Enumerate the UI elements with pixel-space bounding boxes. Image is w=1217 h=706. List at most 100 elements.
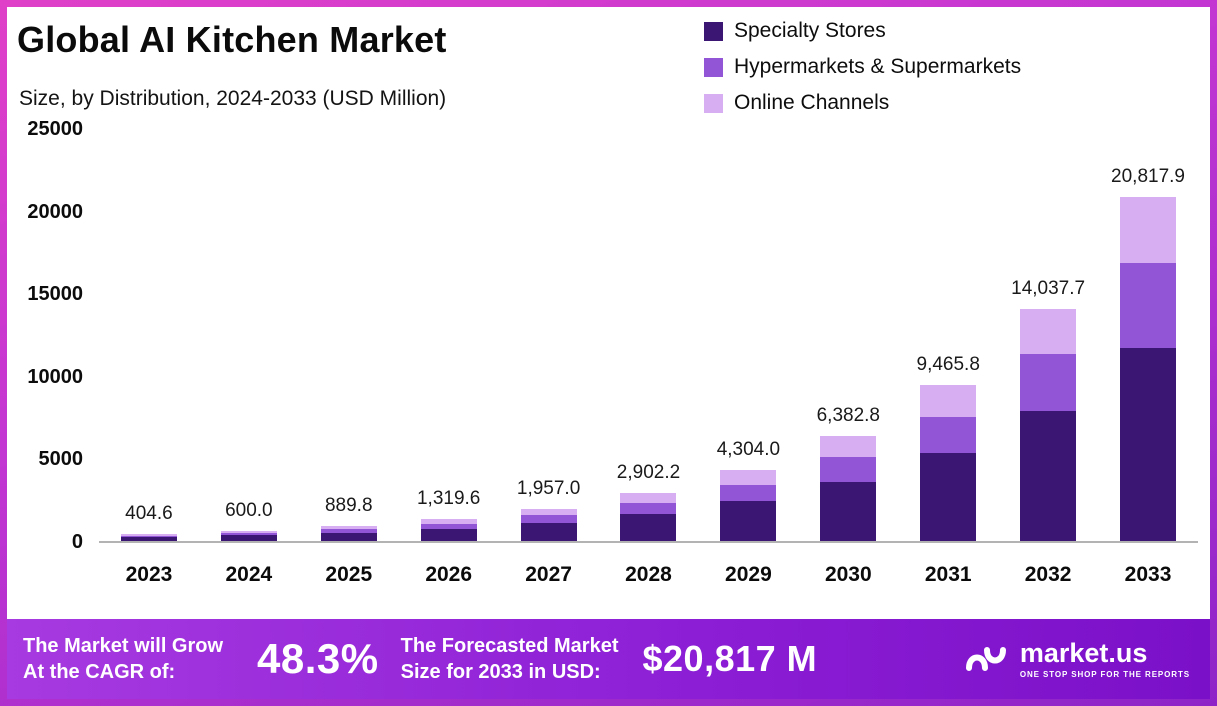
marketus-logo: market.us ONE STOP SHOP FOR THE REPORTS [964, 637, 1196, 679]
bar-total-label: 600.0 [225, 500, 273, 522]
bottom-banner: The Market will Grow At the CAGR of: 48.… [7, 619, 1210, 699]
y-axis-tick-label: 10000 [27, 365, 83, 388]
legend-item-hypermarkets-supermarkets: Hypermarkets & Supermarkets [704, 55, 1021, 79]
bar-segment-specialty-stores [1120, 347, 1177, 541]
x-axis-label: 2027 [525, 563, 572, 586]
bar-total-label: 1,957.0 [516, 477, 581, 499]
x-axis: 2023 2024 2025 2026 2027 2028 2029 2030 2031 2032… [99, 563, 1198, 587]
bar-segment-specialty-stores [320, 532, 377, 541]
bar-segment-online-channels [220, 531, 277, 534]
bar-segment-hypermarkets-supermarkets [420, 523, 477, 529]
bar-segment-specialty-stores [420, 528, 477, 541]
x-axis-label: 2030 [824, 563, 872, 586]
bar-segment-hypermarkets-supermarkets [320, 529, 377, 533]
y-axis: 0 5000 10000 15000 20000 25000 [11, 118, 84, 553]
bar-segment-online-channels [1020, 309, 1077, 355]
bar-segment-specialty-stores [620, 514, 677, 541]
bar-total-label: 4,304.0 [716, 438, 781, 460]
x-axis-label: 2033 [1124, 563, 1172, 586]
bar-group: 889.8 [299, 130, 399, 541]
bar-total-label: 9,465.8 [916, 353, 980, 375]
chart-canvas: Global AI Kitchen Market Size, by Distri… [7, 7, 1210, 699]
legend-label: Hypermarkets & Supermarkets [734, 55, 1022, 78]
page-subtitle: Size, by Distribution, 2024-2033 (USD Mi… [19, 87, 447, 110]
bar-group: 6,382.8 [798, 130, 898, 541]
bar-segment-online-channels [1120, 197, 1177, 264]
bar-total-label: 2,902.2 [616, 462, 681, 484]
forecast-label-line2: Size for 2033 in USD: [400, 661, 601, 683]
legend-item-specialty-stores: Specialty Stores [704, 19, 1021, 43]
bar-segment-hypermarkets-supermarkets [620, 503, 677, 514]
y-axis-tick-label: 0 [71, 531, 83, 553]
x-axis-label: 2024 [225, 563, 273, 586]
bar-segment-hypermarkets-supermarkets [520, 515, 577, 523]
legend: Specialty Stores Hypermarkets & Supermar… [704, 19, 1021, 115]
cagr-label-line1: The Market will Grow [23, 635, 224, 657]
bar-group: 20,817.9 [1098, 130, 1198, 541]
bar-segment-online-channels [320, 526, 377, 530]
y-axis-tick-label: 25000 [27, 118, 83, 140]
forecast-label-line1: The Forecasted Market [400, 635, 619, 657]
bar-total-label: 404.6 [125, 503, 173, 525]
x-axis-label: 2023 [125, 563, 173, 586]
cagr-value: 48.3% [257, 635, 379, 682]
legend-item-online-channels: Online Channels [704, 91, 1021, 115]
bar-total-label: 1,319.6 [416, 488, 481, 510]
bar-segment-hypermarkets-supermarkets [120, 535, 177, 538]
forecast-value: $20,817 M [642, 638, 818, 679]
bar-group: 1,319.6 [399, 130, 499, 541]
bar-segment-hypermarkets-supermarkets [820, 457, 877, 482]
bar-group: 404.6 [99, 130, 199, 541]
bar-segment-specialty-stores [1020, 410, 1077, 541]
bar-group: 1,957.0 [499, 130, 599, 541]
bar-total-label: 889.8 [324, 495, 373, 517]
bar-group: 600.0 [199, 130, 299, 541]
brand-tagline: ONE STOP SHOP FOR THE REPORTS [1019, 669, 1190, 679]
bar-total-label: 6,382.8 [816, 404, 880, 426]
bar-segment-online-channels [620, 493, 677, 504]
bar-segment-online-channels [820, 435, 877, 458]
bar-total-label: 14,037.7 [1011, 278, 1086, 300]
x-axis-label: 2029 [725, 563, 772, 586]
legend-swatch-online-channels-icon [704, 93, 723, 113]
marketus-logo-icon [965, 647, 1006, 671]
legend-swatch-specialty-stores-icon [704, 21, 723, 41]
bar-segment-hypermarkets-supermarkets [920, 416, 977, 453]
bar-segment-online-channels [420, 519, 477, 524]
bar-group: 4,304.0 [698, 130, 798, 541]
bar-segment-specialty-stores [720, 500, 777, 541]
legend-label: Online Channels [734, 91, 890, 114]
bar-segment-online-channels [520, 508, 577, 516]
cagr-label: The Market will Grow At the CAGR of: [23, 633, 223, 685]
bar-segment-specialty-stores [220, 535, 277, 541]
bar-segment-specialty-stores [920, 452, 977, 541]
bar-group: 9,465.8 [898, 130, 998, 541]
page-title: Global AI Kitchen Market [17, 19, 447, 60]
y-axis-tick-label: 15000 [27, 283, 83, 306]
legend-label: Specialty Stores [734, 19, 886, 42]
y-axis-tick-label: 5000 [38, 448, 84, 471]
bar-group: 2,902.2 [599, 130, 699, 541]
bar-segment-online-channels [120, 534, 177, 536]
x-axis-label: 2032 [1024, 563, 1072, 586]
brand-name: market.us [1019, 637, 1148, 668]
x-axis-label: 2031 [924, 563, 972, 586]
plot-area: 404.6 600.0 889.8 1,319.6 1,957.0 2,902.2 4,30… [99, 130, 1198, 543]
x-axis-label: 2028 [625, 563, 672, 586]
bar-group: 14,037.7 [998, 130, 1098, 541]
forecast-label: The Forecasted Market Size for 2033 in U… [401, 633, 619, 685]
bar-segment-online-channels [920, 384, 977, 417]
brand-text-block: market.us ONE STOP SHOP FOR THE REPORTS [1019, 637, 1190, 679]
bar-segment-hypermarkets-supermarkets [1120, 263, 1177, 348]
bar-segment-hypermarkets-supermarkets [720, 484, 777, 501]
bar-segment-hypermarkets-supermarkets [220, 533, 277, 536]
bar-segment-specialty-stores [120, 537, 177, 541]
x-axis-label: 2025 [325, 563, 373, 586]
bar-segment-online-channels [720, 469, 777, 485]
cagr-label-line2: At the CAGR of: [23, 661, 176, 683]
bar-segment-specialty-stores [520, 522, 577, 541]
bar-segment-hypermarkets-supermarkets [1020, 354, 1077, 411]
bar-total-label: 20,817.9 [1111, 166, 1185, 188]
x-axis-label: 2026 [425, 563, 473, 586]
